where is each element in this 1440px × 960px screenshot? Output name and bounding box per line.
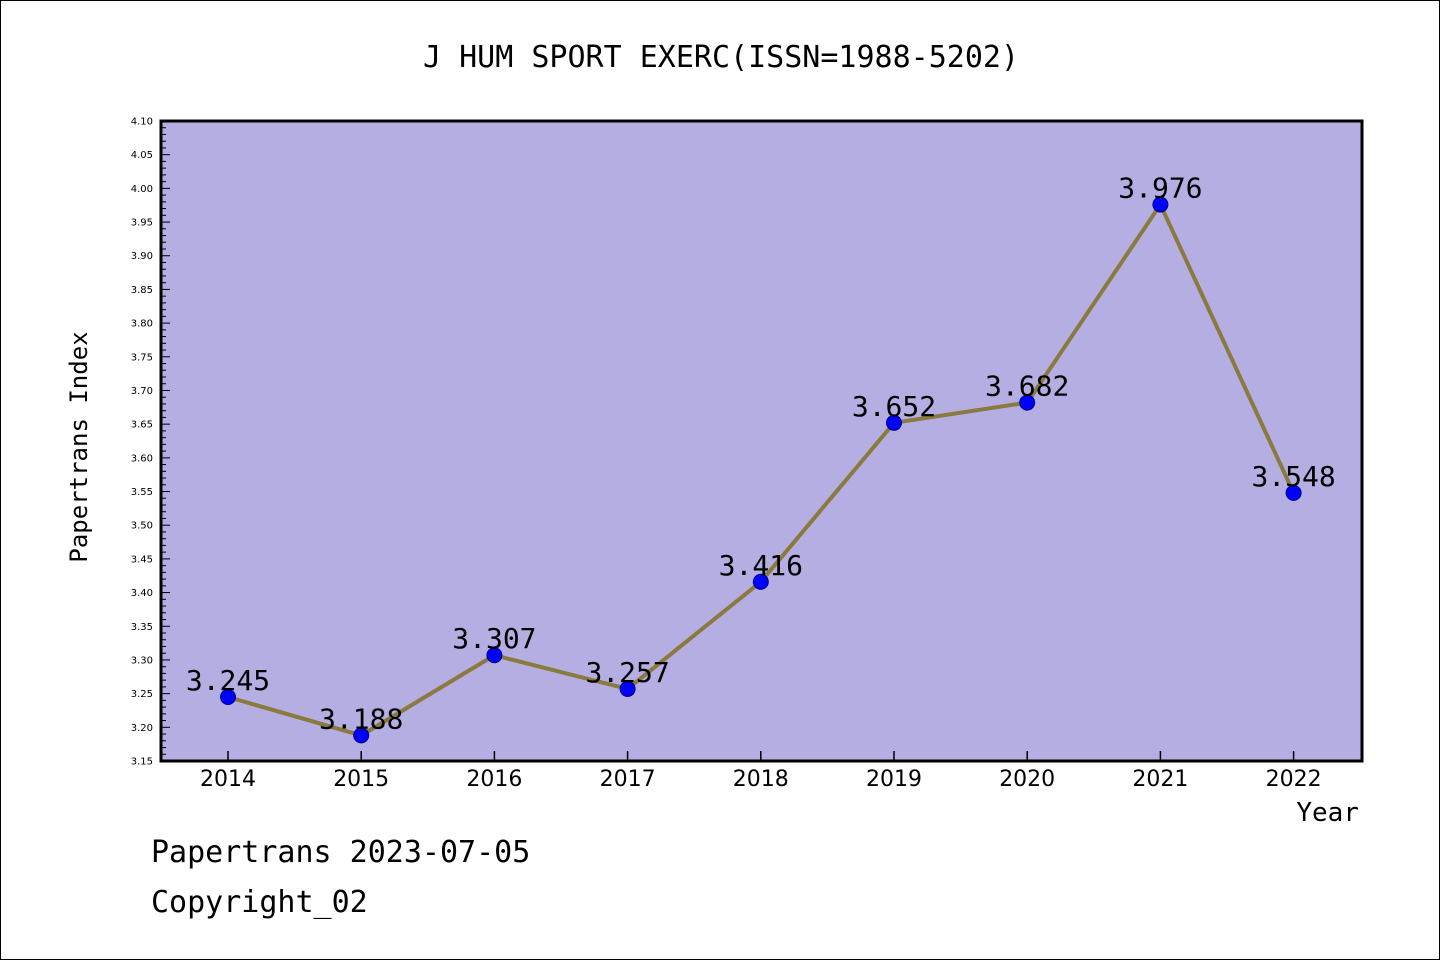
data-point bbox=[1019, 394, 1036, 411]
y-tick-label: 3.25 bbox=[131, 689, 153, 700]
footer-date-line: Papertrans 2023-07-05 bbox=[151, 835, 531, 870]
x-tick-label: 2021 bbox=[1132, 767, 1188, 792]
y-tick-label: 3.80 bbox=[131, 319, 153, 330]
data-point bbox=[752, 573, 769, 590]
y-tick-label: 3.20 bbox=[131, 723, 153, 734]
x-tick-label: 2015 bbox=[333, 767, 389, 792]
y-tick-label: 3.35 bbox=[131, 622, 153, 633]
y-tick-label: 4.05 bbox=[131, 150, 153, 161]
y-tick-label: 3.45 bbox=[131, 554, 153, 565]
y-tick-label: 4.00 bbox=[131, 184, 153, 195]
data-label: 3.652 bbox=[852, 390, 936, 423]
x-tick-label: 2022 bbox=[1266, 767, 1322, 792]
data-point bbox=[486, 647, 503, 664]
data-point bbox=[1152, 196, 1169, 213]
x-axis: 2014 2015 2016 2017 2018 2019 2020 2021 2022 bbox=[200, 751, 1322, 792]
data-label: 3.976 bbox=[1118, 172, 1202, 205]
x-tick-label: 2017 bbox=[600, 767, 656, 792]
y-tick-label: 3.50 bbox=[131, 521, 153, 532]
y-tick-label: 3.70 bbox=[131, 386, 153, 397]
x-tick-label: 2018 bbox=[733, 767, 789, 792]
y-tick-label: 3.85 bbox=[131, 285, 153, 296]
y-tick-label: 3.90 bbox=[131, 251, 153, 262]
x-tick-label: 2019 bbox=[866, 767, 922, 792]
plot-area bbox=[159, 119, 1364, 763]
y-tick-label: 3.30 bbox=[131, 655, 153, 666]
data-point bbox=[619, 680, 636, 697]
data-label: 3.188 bbox=[319, 702, 403, 735]
y-tick-label: 3.95 bbox=[131, 218, 153, 229]
data-label: 3.245 bbox=[186, 664, 270, 697]
y-tick-label: 3.65 bbox=[131, 420, 153, 431]
data-point bbox=[353, 727, 370, 744]
x-tick-label: 2014 bbox=[200, 767, 256, 792]
data-label: 3.307 bbox=[452, 622, 536, 655]
series-group: 3.245 3.188 3.307 3.257 3.416 3.652 3.682 3.976… bbox=[186, 172, 1336, 744]
y-tick-label: 3.40 bbox=[131, 588, 153, 599]
x-tick-label: 2016 bbox=[466, 767, 522, 792]
data-label: 3.257 bbox=[585, 656, 669, 689]
y-tick-label: 4.10 bbox=[131, 117, 153, 128]
y-tick-label: 3.15 bbox=[131, 757, 153, 768]
chart-title: J HUM SPORT EXERC(ISSN=1988-5202) bbox=[423, 40, 1019, 75]
y-axis-label: Papertrans Index bbox=[65, 331, 93, 562]
data-label: 3.416 bbox=[719, 549, 803, 582]
x-axis-label: Year bbox=[1296, 798, 1359, 828]
x-tick-label: 2020 bbox=[999, 767, 1055, 792]
y-tick-label: 3.60 bbox=[131, 453, 153, 464]
data-point bbox=[1285, 484, 1302, 501]
y-axis: 3.15 3.20 3.25 3.30 3.35 3.40 3.45 3.50 3.55 3.60… bbox=[131, 117, 170, 768]
y-tick-label: 3.75 bbox=[131, 352, 153, 363]
footer-copyright-line: Copyright_02 bbox=[151, 885, 368, 920]
data-point bbox=[886, 414, 902, 431]
data-point bbox=[220, 689, 236, 705]
y-tick-label: 3.55 bbox=[131, 487, 153, 498]
data-label: 3.682 bbox=[985, 370, 1069, 403]
data-label: 3.548 bbox=[1251, 460, 1335, 493]
